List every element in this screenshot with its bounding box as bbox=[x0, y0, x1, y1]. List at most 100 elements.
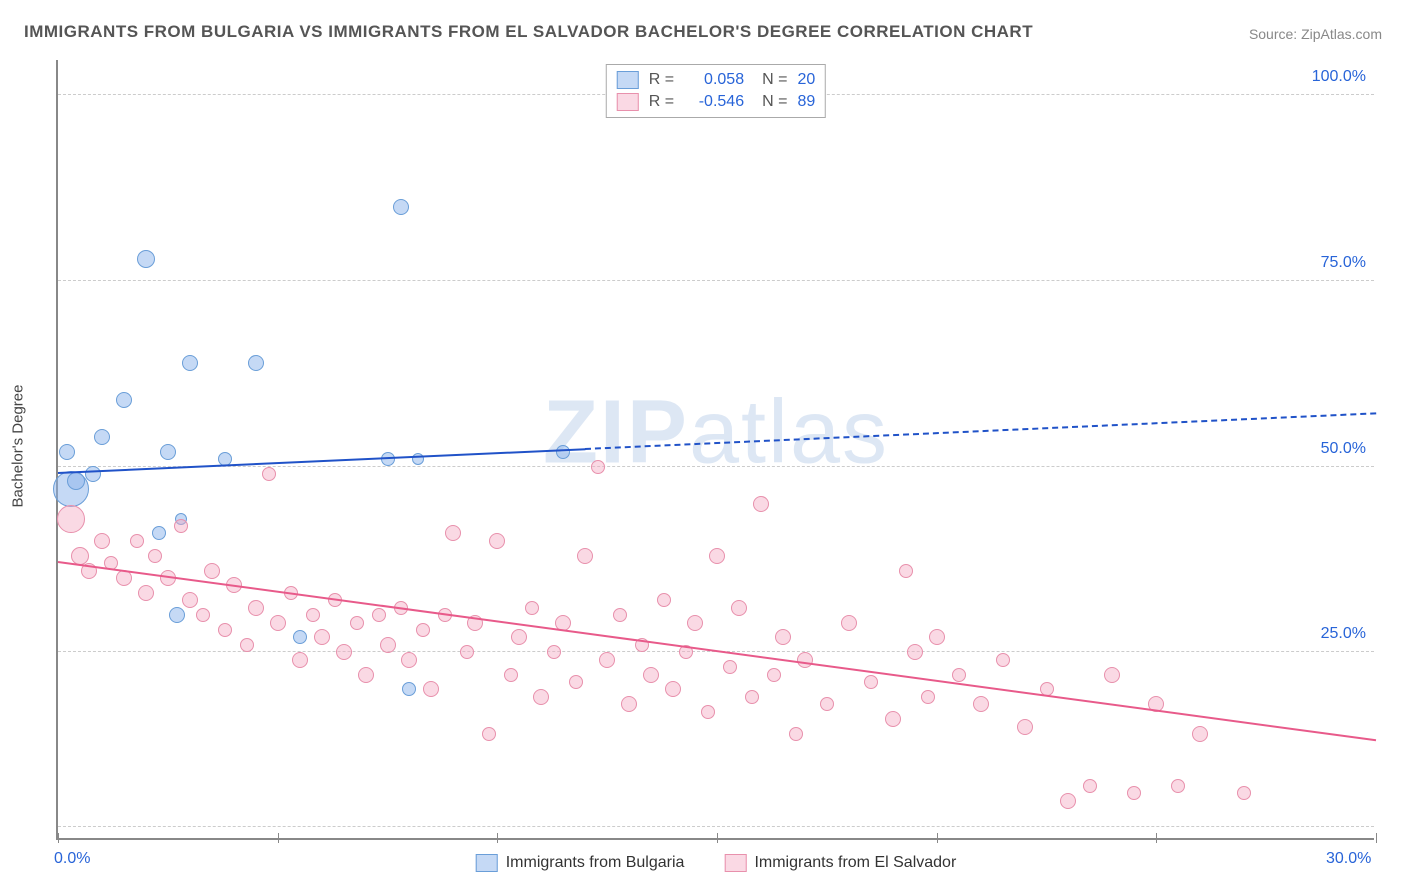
data-point-bulgaria bbox=[293, 630, 307, 644]
data-point-elsalvador bbox=[591, 460, 605, 474]
data-point-bulgaria bbox=[94, 429, 110, 445]
data-point-elsalvador bbox=[973, 696, 989, 712]
data-point-elsalvador bbox=[797, 652, 813, 668]
data-point-elsalvador bbox=[504, 668, 518, 682]
data-point-elsalvador bbox=[929, 629, 945, 645]
data-point-elsalvador bbox=[482, 727, 496, 741]
legend-label-elsalvador: Immigrants from El Salvador bbox=[754, 854, 956, 872]
data-point-elsalvador bbox=[130, 534, 144, 548]
series-legend: Immigrants from Bulgaria Immigrants from … bbox=[476, 854, 957, 872]
legend-swatch-elsalvador bbox=[724, 854, 746, 872]
data-point-elsalvador bbox=[820, 697, 834, 711]
data-point-elsalvador bbox=[643, 667, 659, 683]
data-point-elsalvador bbox=[292, 652, 308, 668]
data-point-bulgaria bbox=[59, 444, 75, 460]
data-point-elsalvador bbox=[899, 564, 913, 578]
data-point-elsalvador bbox=[864, 675, 878, 689]
data-point-elsalvador bbox=[723, 660, 737, 674]
y-axis-title: Bachelor's Degree bbox=[10, 385, 27, 508]
data-point-elsalvador bbox=[248, 600, 264, 616]
data-point-elsalvador bbox=[358, 667, 374, 683]
data-point-elsalvador bbox=[1127, 786, 1141, 800]
data-point-elsalvador bbox=[731, 600, 747, 616]
legend-row-elsalvador: R =-0.546N =89 bbox=[617, 91, 815, 113]
n-value-bulgaria: 20 bbox=[797, 71, 815, 89]
data-point-elsalvador bbox=[401, 652, 417, 668]
data-point-elsalvador bbox=[657, 593, 671, 607]
data-point-elsalvador bbox=[1192, 726, 1208, 742]
data-point-elsalvador bbox=[907, 644, 923, 660]
data-point-elsalvador bbox=[841, 615, 857, 631]
data-point-elsalvador bbox=[525, 601, 539, 615]
data-point-elsalvador bbox=[547, 645, 561, 659]
data-point-bulgaria bbox=[248, 355, 264, 371]
data-point-bulgaria bbox=[116, 392, 132, 408]
data-point-bulgaria bbox=[556, 445, 570, 459]
data-point-elsalvador bbox=[709, 548, 725, 564]
data-point-elsalvador bbox=[577, 548, 593, 564]
data-point-elsalvador bbox=[174, 519, 188, 533]
data-point-elsalvador bbox=[306, 608, 320, 622]
x-tick bbox=[1376, 833, 1377, 843]
data-point-elsalvador bbox=[218, 623, 232, 637]
chart-title: IMMIGRANTS FROM BULGARIA VS IMMIGRANTS F… bbox=[24, 22, 1033, 42]
data-point-elsalvador bbox=[314, 629, 330, 645]
x-tick bbox=[58, 833, 59, 843]
trend-line-bulgaria bbox=[58, 448, 585, 474]
watermark-zip: ZIP bbox=[543, 383, 689, 483]
data-point-elsalvador bbox=[460, 645, 474, 659]
legend-item-elsalvador: Immigrants from El Salvador bbox=[724, 854, 956, 872]
watermark-atlas: atlas bbox=[689, 383, 889, 483]
gridline-h bbox=[58, 280, 1374, 281]
data-point-elsalvador bbox=[613, 608, 627, 622]
data-point-bulgaria bbox=[85, 466, 101, 482]
data-point-elsalvador bbox=[789, 727, 803, 741]
r-label: R = bbox=[649, 71, 674, 89]
data-point-elsalvador bbox=[350, 616, 364, 630]
x-tick bbox=[278, 833, 279, 843]
data-point-elsalvador bbox=[423, 681, 439, 697]
data-point-elsalvador bbox=[336, 644, 352, 660]
r-value-bulgaria: 0.058 bbox=[684, 71, 744, 89]
data-point-elsalvador bbox=[270, 615, 286, 631]
legend-row-bulgaria: R = 0.058 N = 20 bbox=[617, 69, 815, 91]
x-tick bbox=[717, 833, 718, 843]
data-point-bulgaria bbox=[182, 355, 198, 371]
data-point-elsalvador bbox=[1237, 786, 1251, 800]
data-point-elsalvador bbox=[599, 652, 615, 668]
data-point-bulgaria bbox=[393, 199, 409, 215]
data-point-elsalvador bbox=[996, 653, 1010, 667]
data-point-elsalvador bbox=[665, 681, 681, 697]
data-point-elsalvador bbox=[262, 467, 276, 481]
data-point-elsalvador bbox=[753, 496, 769, 512]
x-tick bbox=[1156, 833, 1157, 843]
data-point-elsalvador bbox=[745, 690, 759, 704]
gridline-h bbox=[58, 826, 1374, 827]
n-label: N = bbox=[762, 71, 787, 89]
data-point-elsalvador bbox=[1104, 667, 1120, 683]
data-point-elsalvador bbox=[885, 711, 901, 727]
data-point-bulgaria bbox=[169, 607, 185, 623]
data-point-elsalvador bbox=[182, 592, 198, 608]
data-point-elsalvador bbox=[1083, 779, 1097, 793]
data-point-elsalvador bbox=[687, 615, 703, 631]
y-tick-label: 75.0% bbox=[1321, 254, 1366, 272]
legend-swatch-bulgaria bbox=[476, 854, 498, 872]
gridline-h bbox=[58, 466, 1374, 467]
data-point-elsalvador bbox=[196, 608, 210, 622]
x-tick-label: 30.0% bbox=[1326, 850, 1371, 868]
x-tick bbox=[497, 833, 498, 843]
correlation-legend: R = 0.058 N = 20 R =-0.546N =89 bbox=[606, 64, 826, 118]
data-point-elsalvador bbox=[511, 629, 527, 645]
legend-item-bulgaria: Immigrants from Bulgaria bbox=[476, 854, 685, 872]
data-point-elsalvador bbox=[701, 705, 715, 719]
legend-swatch-elsalvador bbox=[617, 93, 639, 111]
data-point-elsalvador bbox=[445, 525, 461, 541]
data-point-bulgaria bbox=[152, 526, 166, 540]
x-tick-label: 0.0% bbox=[54, 850, 90, 868]
data-point-elsalvador bbox=[204, 563, 220, 579]
legend-label-bulgaria: Immigrants from Bulgaria bbox=[506, 854, 685, 872]
data-point-bulgaria bbox=[67, 472, 85, 490]
r-value-elsalvador: -0.546 bbox=[684, 93, 744, 111]
data-point-elsalvador bbox=[569, 675, 583, 689]
